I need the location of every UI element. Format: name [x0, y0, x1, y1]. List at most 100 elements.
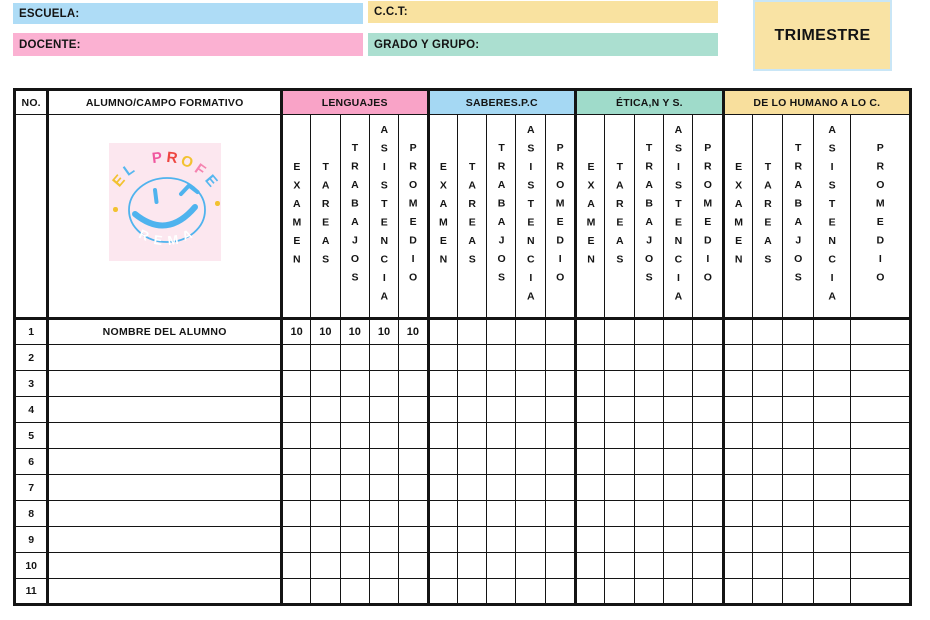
score-cell[interactable]	[368, 422, 400, 449]
score-cell[interactable]	[721, 578, 754, 605]
score-cell[interactable]	[515, 474, 546, 501]
score-cell[interactable]	[782, 500, 814, 527]
score-cell[interactable]	[692, 578, 724, 605]
score-cell[interactable]	[752, 396, 784, 423]
score-cell[interactable]	[279, 526, 312, 553]
score-cell[interactable]	[812, 552, 852, 579]
score-cell[interactable]	[456, 500, 488, 527]
score-cell[interactable]	[812, 500, 852, 527]
score-cell[interactable]	[692, 318, 724, 345]
score-cell[interactable]	[368, 500, 400, 527]
score-cell[interactable]	[398, 448, 429, 475]
score-cell[interactable]	[515, 318, 546, 345]
score-cell[interactable]	[692, 344, 724, 371]
score-cell[interactable]	[544, 318, 577, 345]
score-cell[interactable]	[752, 318, 784, 345]
student-name-cell[interactable]	[46, 396, 282, 423]
score-cell[interactable]	[574, 578, 606, 605]
score-cell[interactable]	[426, 448, 458, 475]
score-cell[interactable]	[486, 370, 517, 397]
score-cell[interactable]	[426, 344, 458, 371]
score-cell[interactable]	[456, 578, 488, 605]
score-cell[interactable]	[663, 448, 694, 475]
score-cell[interactable]	[426, 318, 458, 345]
score-cell[interactable]	[515, 396, 546, 423]
score-cell[interactable]	[604, 422, 635, 449]
score-cell[interactable]	[752, 500, 784, 527]
score-cell[interactable]	[279, 344, 312, 371]
score-cell[interactable]	[426, 474, 458, 501]
score-cell[interactable]	[692, 422, 724, 449]
score-cell[interactable]	[604, 474, 635, 501]
score-cell[interactable]	[486, 552, 517, 579]
score-cell[interactable]	[310, 370, 341, 397]
score-cell[interactable]	[544, 526, 577, 553]
score-cell[interactable]	[663, 474, 694, 501]
docente-field[interactable]: DOCENTE:	[13, 33, 363, 56]
score-cell[interactable]	[515, 578, 546, 605]
score-cell[interactable]	[721, 448, 754, 475]
score-cell[interactable]	[544, 578, 577, 605]
score-cell[interactable]	[279, 422, 312, 449]
score-cell[interactable]	[850, 318, 911, 345]
student-name-cell[interactable]: NOMBRE DEL ALUMNO	[46, 318, 282, 345]
trimestre-box[interactable]: TRIMESTRE	[753, 0, 892, 71]
score-cell[interactable]	[426, 526, 458, 553]
score-cell[interactable]	[398, 552, 429, 579]
student-name-cell[interactable]	[46, 578, 282, 605]
score-cell[interactable]	[663, 526, 694, 553]
score-cell[interactable]	[310, 422, 341, 449]
score-cell[interactable]	[486, 500, 517, 527]
score-cell[interactable]	[752, 344, 784, 371]
score-cell[interactable]	[279, 396, 312, 423]
score-cell[interactable]	[782, 370, 814, 397]
score-cell[interactable]	[663, 318, 694, 345]
score-cell[interactable]	[692, 526, 724, 553]
score-cell[interactable]	[633, 422, 665, 449]
score-cell[interactable]	[663, 422, 694, 449]
score-cell[interactable]	[456, 422, 488, 449]
score-cell[interactable]	[339, 474, 370, 501]
score-cell[interactable]	[426, 552, 458, 579]
score-cell[interactable]	[692, 474, 724, 501]
score-cell[interactable]	[456, 344, 488, 371]
score-cell[interactable]	[486, 474, 517, 501]
score-cell[interactable]	[812, 422, 852, 449]
score-cell[interactable]	[574, 370, 606, 397]
score-cell[interactable]	[339, 500, 370, 527]
student-name-cell[interactable]	[46, 448, 282, 475]
score-cell[interactable]	[721, 370, 754, 397]
score-cell[interactable]	[692, 370, 724, 397]
score-cell[interactable]	[544, 370, 577, 397]
score-cell[interactable]	[850, 526, 911, 553]
score-cell[interactable]	[574, 422, 606, 449]
score-cell[interactable]	[426, 422, 458, 449]
score-cell[interactable]	[279, 448, 312, 475]
score-cell[interactable]	[782, 448, 814, 475]
score-cell[interactable]	[782, 396, 814, 423]
score-cell[interactable]	[486, 448, 517, 475]
score-cell[interactable]	[339, 552, 370, 579]
score-cell[interactable]	[692, 500, 724, 527]
score-cell[interactable]	[850, 344, 911, 371]
score-cell[interactable]	[279, 552, 312, 579]
score-cell[interactable]	[368, 370, 400, 397]
score-cell[interactable]	[663, 552, 694, 579]
score-cell[interactable]	[310, 396, 341, 423]
score-cell[interactable]	[752, 526, 784, 553]
score-cell[interactable]	[368, 552, 400, 579]
score-cell[interactable]	[850, 474, 911, 501]
score-cell[interactable]	[663, 344, 694, 371]
score-cell[interactable]	[574, 396, 606, 423]
score-cell[interactable]	[515, 422, 546, 449]
score-cell[interactable]	[398, 474, 429, 501]
score-cell[interactable]	[752, 448, 784, 475]
score-cell[interactable]	[544, 474, 577, 501]
score-cell[interactable]	[544, 422, 577, 449]
score-cell[interactable]	[633, 344, 665, 371]
score-cell[interactable]	[279, 474, 312, 501]
score-cell[interactable]	[633, 578, 665, 605]
score-cell[interactable]	[486, 578, 517, 605]
score-cell[interactable]	[692, 396, 724, 423]
student-name-cell[interactable]	[46, 552, 282, 579]
